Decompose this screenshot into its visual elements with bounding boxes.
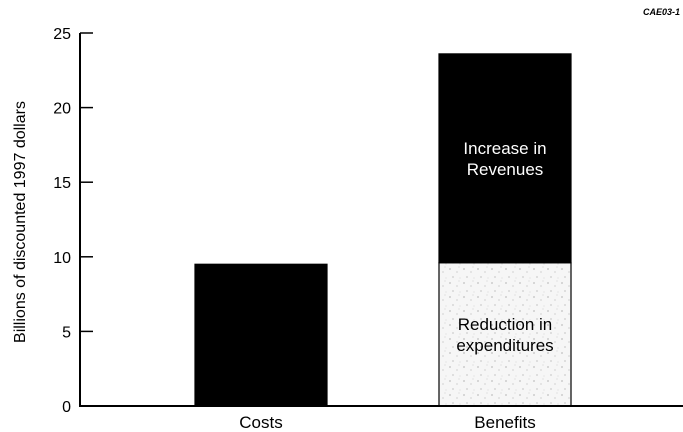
bar-segment-benefits-2 [438,53,572,264]
y-tick-label: 20 [53,101,71,118]
y-axis-ticks: 0 5 10 15 20 25 [53,26,93,416]
y-tick-label: 5 [62,324,71,341]
y-tick-label: 10 [53,250,71,267]
category-label-costs: Costs [239,413,282,432]
bars: Reduction in expenditures Increase in Reven… [194,53,572,407]
segment-label: Reduction in [458,315,553,334]
bar-segment-costs-0 [194,263,328,407]
category-label-benefits: Benefits [474,413,535,432]
y-axis-label: Billions of discounted 1997 dollars [12,101,29,343]
figure-code: CAE03-1 [643,7,680,17]
segment-label: Revenues [467,160,544,179]
y-tick-label: 0 [62,399,71,416]
category-labels: Costs Benefits [239,413,535,432]
segment-label: expenditures [456,336,553,355]
y-tick-label: 15 [53,175,71,192]
bar-segment-benefits-1 [438,262,572,407]
segment-label: Increase in [463,139,546,158]
y-tick-label: 25 [53,26,71,43]
